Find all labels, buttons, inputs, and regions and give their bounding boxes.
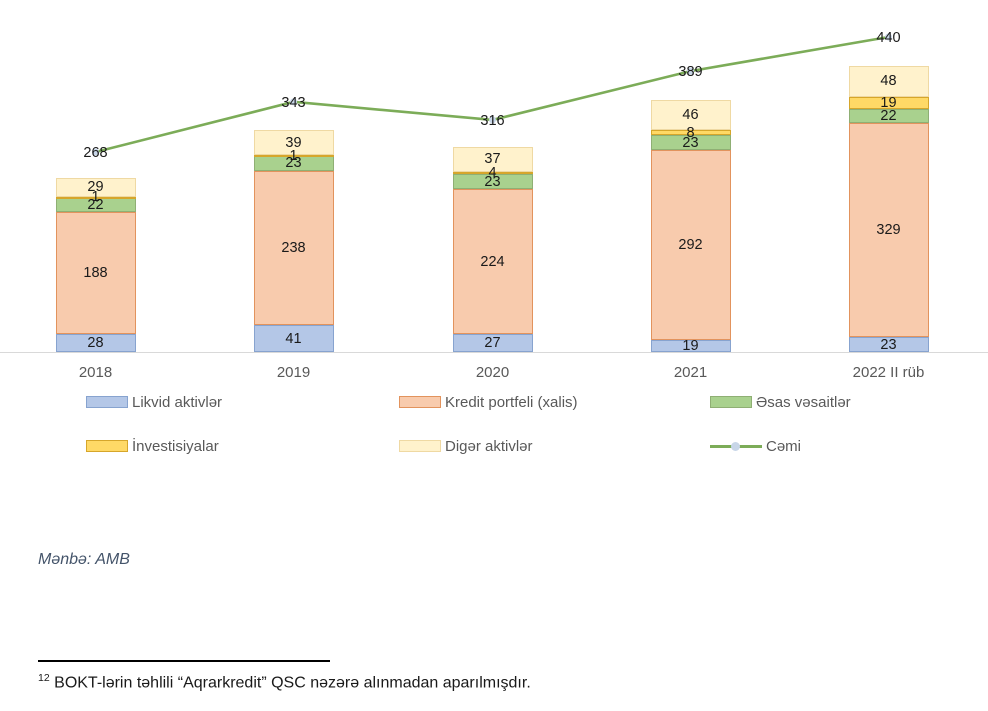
line-marker-icon: [92, 148, 99, 156]
bar-segment: [650, 129, 731, 136]
bar-segment: [452, 189, 533, 335]
segment-value-label: 188: [83, 264, 108, 281]
x-axis-line: [0, 352, 988, 353]
x-axis-label: 2022 II rüb: [852, 364, 925, 381]
x-axis-label: 2018: [78, 364, 113, 381]
footnote-text: BOKT-lərin təhlili “Aqrarkredit” QSC nəz…: [54, 674, 531, 692]
total-line-plot: [92, 33, 892, 156]
legend-item-esas: Əsas vəsaitlər: [710, 393, 851, 411]
bar-segment: [848, 65, 929, 97]
bar-segment: [650, 100, 731, 130]
total-line: [95, 35, 889, 154]
line-marker-icon: [290, 98, 297, 106]
source-note: Mənbə: AMB: [38, 551, 130, 568]
line-marker-icon: [885, 33, 892, 41]
bar-segment: [55, 333, 136, 352]
segment-value-label: 1: [91, 188, 100, 205]
cami-line-marker-icon: [710, 440, 762, 453]
line-value-label: 440: [876, 30, 901, 47]
bar-segment: [848, 337, 929, 352]
segment-value-label: 23: [484, 173, 501, 190]
segment-value-label: 292: [678, 236, 703, 253]
legend-item-likvid: Likvid aktivlər: [86, 393, 223, 411]
bar-segment: [253, 129, 334, 156]
segment-value-label: 41: [285, 330, 302, 347]
x-axis-label: 2020: [475, 364, 510, 381]
bar-segment: [452, 171, 533, 175]
segment-value-label: 37: [484, 151, 501, 168]
bar-segment: [848, 96, 929, 110]
bar-segment: [253, 155, 334, 158]
bar-segment: [650, 150, 731, 340]
legend-item-investisiyalar: İnvestisiyalar: [86, 437, 219, 455]
legend-label: Cəmi: [766, 437, 802, 455]
line-value-label: 316: [480, 112, 505, 129]
segment-value-label: 19: [682, 337, 699, 354]
segment-value-label: 8: [686, 124, 695, 141]
segment-value-label: 27: [484, 334, 501, 351]
bar-segment: [650, 339, 731, 352]
bar-segment: [55, 196, 136, 199]
bar-segment: [452, 174, 533, 190]
bar-segment: [650, 135, 731, 151]
stacked-bar-line-chart: 28 188 22 1 29 2018 41 238 23 1 39 2019 27 224 23 4 37 20…: [0, 30, 988, 381]
legend-item-cami: Cəmi: [710, 437, 802, 455]
x-axis-label: 2019: [276, 364, 311, 381]
bar-segment: [253, 170, 334, 326]
line-marker-icon: [489, 116, 496, 124]
bar-segment: [55, 211, 136, 334]
segment-value-label: 23: [880, 336, 897, 353]
legend-label: Likvid aktivlər: [132, 393, 223, 411]
cami-marker-icon: [731, 441, 740, 451]
line-marker-icon: [687, 67, 694, 75]
bar-segment: [452, 334, 533, 352]
legend-label: Əsas vəsaitlər: [756, 393, 851, 411]
legend-label: İnvestisiyalar: [132, 437, 219, 455]
segment-value-label: 46: [682, 106, 699, 123]
segment-value-label: 238: [281, 239, 306, 256]
legend-label: Kredit portfeli (xalis): [445, 393, 578, 411]
segment-value-label: 23: [285, 155, 302, 172]
segment-value-label: 29: [87, 179, 104, 196]
footnote-marker: 12: [38, 672, 50, 684]
kredit-swatch-icon: [399, 396, 441, 408]
segment-value-label: 39: [285, 134, 302, 151]
segment-value-label: 22: [880, 108, 897, 125]
line-value-label: 343: [281, 94, 306, 111]
segment-value-label: 224: [480, 253, 505, 270]
line-value-label: 389: [678, 64, 703, 81]
segment-value-label: 1: [289, 147, 298, 164]
investisiyalar-swatch-icon: [86, 440, 128, 452]
likvid-swatch-icon: [86, 396, 128, 408]
segment-value-label: 4: [488, 164, 497, 181]
legend-item-diger: Digər aktivlər: [399, 437, 533, 455]
legend-item-kredit: Kredit portfeli (xalis): [399, 393, 578, 411]
segment-value-label: 48: [880, 73, 897, 89]
segment-value-label: 28: [87, 334, 104, 351]
legend-label: Digər aktivlər: [445, 437, 533, 455]
diger-swatch-icon: [399, 440, 441, 452]
bar-segment: [55, 178, 136, 197]
x-axis-label: 2021: [673, 364, 708, 381]
bar-segment: [253, 325, 334, 352]
footnote: 12 BOKT-lərin təhlili “Aqrarkredit” QSC …: [38, 672, 938, 692]
segment-value-label: 22: [87, 196, 104, 213]
esas-swatch-icon: [710, 396, 752, 408]
bar-segment: [848, 123, 929, 338]
bar-segment: [452, 147, 533, 172]
bar-segment: [848, 109, 929, 124]
segment-value-label: 19: [880, 94, 897, 111]
segment-value-label: 329: [876, 222, 901, 238]
footnote-divider: [38, 660, 330, 662]
segment-value-label: 23: [682, 134, 699, 151]
line-value-label: 268: [83, 145, 108, 161]
